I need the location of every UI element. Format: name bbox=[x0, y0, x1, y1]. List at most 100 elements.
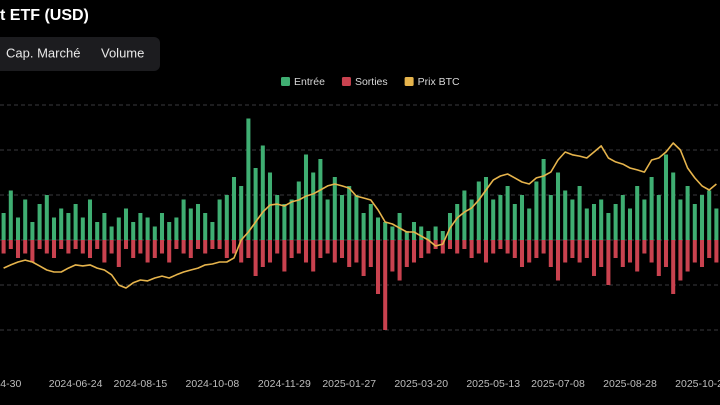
bar bbox=[296, 181, 301, 240]
bar bbox=[548, 195, 553, 240]
bar bbox=[361, 240, 366, 276]
bar bbox=[167, 222, 172, 240]
bar bbox=[123, 240, 129, 249]
bar bbox=[174, 240, 179, 249]
legend: Entrée Sorties Prix BTC bbox=[281, 76, 460, 88]
bar bbox=[577, 240, 582, 263]
bar bbox=[512, 204, 517, 240]
bar bbox=[714, 240, 719, 263]
bar bbox=[231, 177, 237, 240]
bar bbox=[188, 240, 193, 258]
bar bbox=[325, 240, 330, 254]
bar bbox=[80, 217, 85, 240]
bar bbox=[339, 195, 345, 240]
x-tick-label: 2024-08-15 bbox=[114, 378, 168, 390]
tab[interactable]: Volume bbox=[101, 45, 144, 60]
bar bbox=[476, 181, 481, 240]
x-tick-label: 2025-08-28 bbox=[603, 378, 657, 390]
bar bbox=[311, 240, 316, 272]
bar bbox=[599, 199, 604, 240]
bar bbox=[555, 172, 561, 240]
bar bbox=[347, 240, 352, 267]
bar bbox=[275, 195, 280, 240]
bar bbox=[404, 231, 409, 240]
bar bbox=[195, 240, 201, 249]
bar bbox=[440, 231, 445, 240]
bar bbox=[512, 240, 517, 258]
bar bbox=[642, 240, 647, 254]
bar bbox=[663, 154, 669, 240]
bar bbox=[383, 240, 388, 330]
bar bbox=[15, 240, 21, 258]
legend-swatch bbox=[281, 77, 290, 86]
bar bbox=[383, 222, 388, 240]
bar bbox=[519, 240, 525, 267]
bar bbox=[51, 217, 57, 240]
bar bbox=[627, 208, 633, 240]
bar bbox=[217, 240, 222, 249]
bar bbox=[498, 240, 503, 249]
bar bbox=[138, 213, 143, 240]
bar bbox=[426, 240, 431, 254]
bar bbox=[109, 240, 114, 254]
bar bbox=[599, 240, 604, 267]
bar bbox=[447, 240, 453, 249]
bar bbox=[246, 118, 251, 240]
bar bbox=[66, 240, 71, 254]
bar bbox=[462, 190, 467, 240]
bar bbox=[411, 240, 417, 263]
bar bbox=[239, 186, 244, 240]
bar bbox=[30, 240, 35, 263]
bar bbox=[253, 240, 258, 276]
bar bbox=[80, 240, 85, 254]
bar bbox=[30, 222, 35, 240]
bar bbox=[541, 159, 546, 240]
x-tick-label: 2024-10-08 bbox=[186, 378, 240, 390]
bar bbox=[303, 154, 309, 240]
bar bbox=[152, 226, 157, 240]
bar bbox=[419, 240, 424, 258]
bar bbox=[685, 186, 690, 240]
bar bbox=[23, 199, 28, 240]
x-tick-label: 4-30 bbox=[0, 378, 21, 390]
legend-swatch bbox=[341, 77, 351, 86]
bar bbox=[354, 240, 359, 263]
bar bbox=[699, 195, 705, 240]
bar bbox=[347, 186, 352, 240]
bar bbox=[635, 186, 640, 240]
bar bbox=[577, 186, 582, 240]
bar bbox=[203, 240, 208, 254]
bar bbox=[289, 240, 294, 258]
bar bbox=[375, 217, 381, 240]
bar bbox=[159, 240, 165, 254]
tab[interactable]: Cap. Marché bbox=[6, 45, 80, 60]
bar bbox=[368, 240, 373, 267]
bar bbox=[678, 199, 683, 240]
legend-item[interactable]: Prix BTC bbox=[404, 76, 460, 88]
bar bbox=[102, 213, 107, 240]
bar bbox=[145, 217, 150, 240]
legend-item[interactable]: Sorties bbox=[341, 76, 388, 88]
bar bbox=[23, 240, 28, 254]
bar bbox=[397, 240, 402, 281]
bar bbox=[296, 240, 301, 254]
bar bbox=[534, 181, 539, 240]
bar bbox=[361, 213, 366, 240]
bar bbox=[505, 240, 510, 254]
bar bbox=[455, 240, 460, 254]
bar bbox=[332, 177, 337, 240]
bar bbox=[606, 240, 611, 285]
legend-item[interactable]: Entrée bbox=[281, 76, 325, 88]
legend-label: Entrée bbox=[294, 76, 325, 88]
bar bbox=[390, 240, 395, 272]
bar bbox=[217, 199, 222, 240]
bar bbox=[87, 240, 93, 258]
bar bbox=[354, 195, 359, 240]
bar bbox=[332, 240, 337, 263]
bar bbox=[1, 240, 6, 254]
bar bbox=[483, 240, 489, 263]
bar bbox=[210, 222, 215, 240]
bar bbox=[620, 195, 625, 240]
bar bbox=[447, 213, 453, 240]
bar bbox=[231, 240, 237, 254]
